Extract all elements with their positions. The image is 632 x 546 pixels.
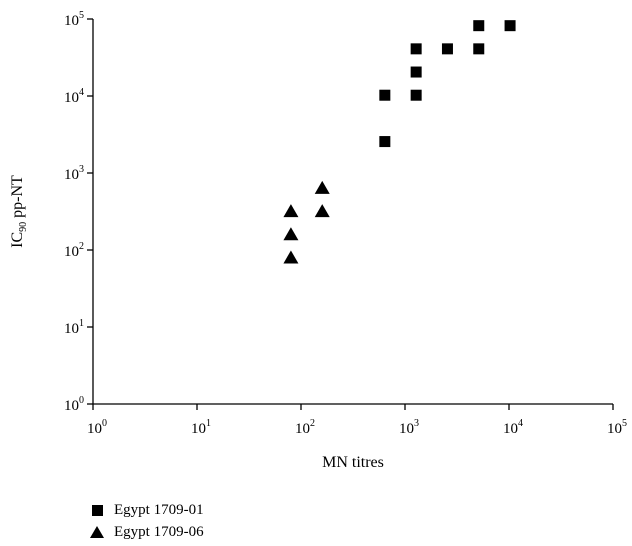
square-data-point: [441, 43, 453, 55]
square-data-point: [379, 136, 391, 148]
square-data-point: [473, 20, 485, 32]
y-ticks: 100 101 102 103 104 105: [64, 10, 93, 414]
square-data-point: [504, 20, 516, 32]
y-axis-title: IC90 pp-NT: [9, 175, 29, 248]
square-marker-icon: [92, 504, 114, 516]
square-data-point: [410, 89, 422, 101]
legend-item-egypt-1709-06: Egypt 1709-06: [90, 521, 204, 543]
data-points: [283, 20, 516, 264]
x-tick-label: 105: [607, 418, 627, 437]
square-data-point: [473, 43, 485, 55]
triangle-data-point: [283, 250, 299, 264]
square-data-point: [410, 43, 422, 55]
square-data-point: [410, 66, 422, 78]
x-tick-label: 104: [503, 418, 523, 437]
y-tick-label: 105: [64, 10, 84, 29]
legend-label: Egypt 1709-06: [114, 523, 204, 540]
y-tick-label: 101: [64, 318, 84, 337]
x-tick-label: 102: [295, 418, 315, 437]
legend-label: Egypt 1709-01: [114, 501, 204, 518]
y-tick-label: 100: [64, 395, 84, 414]
y-tick-label: 103: [64, 164, 84, 183]
y-tick-label: 102: [64, 241, 84, 260]
x-tick-label: 101: [191, 418, 211, 437]
square-data-point: [379, 89, 391, 101]
legend-item-egypt-1709-01: Egypt 1709-01: [92, 499, 204, 521]
triangle-data-point: [314, 180, 330, 194]
x-tick-label: 100: [87, 418, 107, 437]
legend: Egypt 1709-01 Egypt 1709-06: [90, 499, 204, 543]
x-ticks: 100 101 102 103 104 105: [87, 404, 627, 437]
x-tick-label: 103: [399, 418, 419, 437]
scatter-chart: 100 101 102 103 104 105 100 101 102 103 104 105 MN…: [9, 10, 627, 471]
x-axis-title: MN titres: [322, 454, 384, 471]
y-tick-label: 104: [64, 87, 84, 106]
triangle-data-point: [283, 227, 299, 241]
triangle-data-point: [314, 204, 330, 218]
axes: [92, 19, 613, 405]
triangle-marker-icon: [90, 526, 114, 538]
triangle-data-point: [283, 204, 299, 218]
